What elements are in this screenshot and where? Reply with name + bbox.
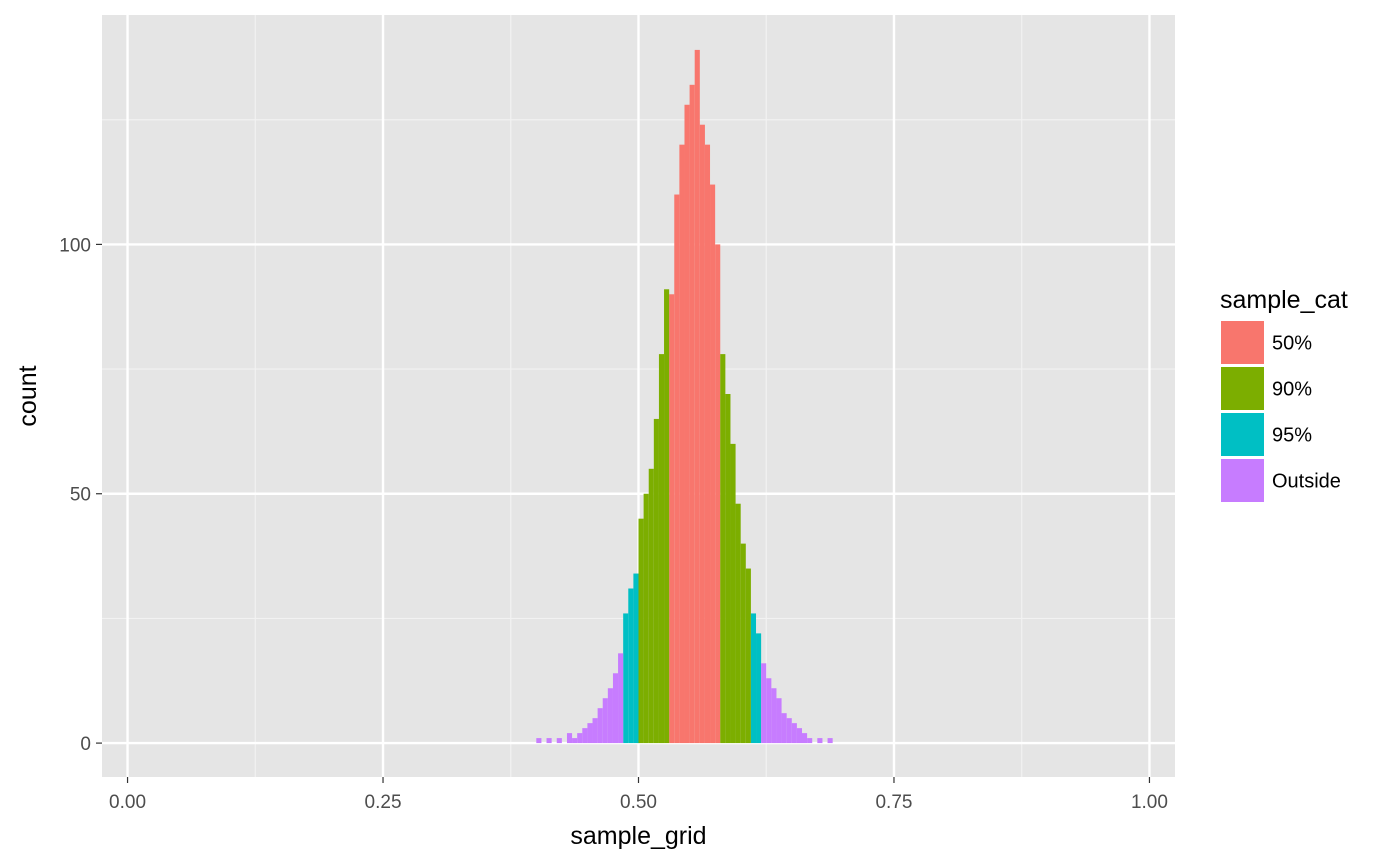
x-axis: 0.00 0.25 0.50 0.75 1.00 bbox=[109, 777, 1168, 813]
legend-label-50: 50% bbox=[1272, 333, 1312, 355]
histogram-bar-50 bbox=[694, 49, 700, 744]
histogram-bar-outside bbox=[536, 738, 542, 744]
histogram-bar-50 bbox=[715, 244, 721, 744]
histogram-bar-50 bbox=[669, 294, 675, 744]
x-axis-title: sample_grid bbox=[570, 822, 706, 850]
histogram-bar-outside bbox=[612, 673, 619, 744]
histogram-bar-outside bbox=[796, 728, 803, 744]
histogram-bar-90 bbox=[664, 289, 670, 744]
histogram-bar-outside bbox=[602, 698, 608, 744]
histogram-bar-90 bbox=[720, 354, 726, 744]
histogram-bar-90 bbox=[725, 394, 731, 744]
histogram-bar-outside bbox=[587, 723, 593, 744]
histogram-bar-90 bbox=[658, 354, 665, 744]
histogram-bar-outside bbox=[556, 738, 562, 744]
x-tick-label: 0.75 bbox=[875, 792, 912, 813]
x-tick-label: 0.25 bbox=[365, 792, 402, 813]
legend: sample_cat 50% 90% 95% Outside bbox=[1220, 286, 1348, 502]
histogram-bar-50 bbox=[689, 84, 695, 744]
legend-key-95 bbox=[1221, 413, 1264, 456]
y-axis-title: count bbox=[14, 365, 42, 426]
histogram-bar-outside bbox=[582, 728, 588, 744]
histogram-bar-95 bbox=[633, 573, 639, 744]
histogram-bar-95 bbox=[750, 613, 757, 744]
legend-title: sample_cat bbox=[1220, 286, 1348, 314]
histogram-bar-90 bbox=[740, 543, 746, 744]
histogram-bar-90 bbox=[648, 468, 654, 744]
histogram-bar-outside bbox=[786, 718, 792, 744]
legend-label-90: 90% bbox=[1272, 379, 1312, 401]
x-tick-label: 0.00 bbox=[109, 792, 146, 813]
y-tick-label: 100 bbox=[59, 235, 91, 256]
histogram-bar-outside bbox=[776, 698, 782, 744]
histogram-bar-outside bbox=[577, 733, 583, 744]
histogram-bar-outside bbox=[766, 678, 772, 744]
legend-key-90 bbox=[1221, 367, 1264, 410]
histogram-bar-outside bbox=[566, 733, 573, 744]
histogram-bar-50 bbox=[679, 144, 685, 744]
y-tick-label: 50 bbox=[70, 485, 91, 506]
histogram-bar-outside bbox=[802, 733, 808, 744]
histogram-bar-outside bbox=[817, 738, 823, 744]
histogram-bar-outside bbox=[572, 738, 578, 744]
histogram-bar-90 bbox=[745, 568, 751, 744]
histogram-bar-outside bbox=[597, 708, 603, 744]
histogram-bar-outside bbox=[781, 713, 787, 744]
histogram-bar-outside bbox=[791, 723, 797, 744]
histogram-bar-outside bbox=[592, 718, 598, 744]
histogram-bar-95 bbox=[756, 633, 762, 744]
histogram-bar-50 bbox=[699, 124, 705, 744]
legend-label-outside: Outside bbox=[1272, 471, 1341, 493]
histogram-bar-outside bbox=[807, 738, 813, 744]
histogram-bar-95 bbox=[628, 588, 634, 744]
histogram-bar-outside bbox=[607, 688, 613, 744]
y-tick-label: 0 bbox=[80, 734, 91, 755]
y-axis: 0 50 100 bbox=[59, 235, 102, 755]
histogram-bar-outside bbox=[771, 688, 777, 744]
histogram-bar-50 bbox=[684, 104, 690, 744]
histogram-bar-90 bbox=[638, 518, 644, 744]
legend-key-50 bbox=[1221, 321, 1264, 364]
legend-key-outside bbox=[1221, 459, 1264, 502]
histogram-bar-95 bbox=[623, 613, 629, 744]
x-tick-label: 1.00 bbox=[1131, 792, 1168, 813]
histogram-bar-90 bbox=[730, 443, 736, 744]
histogram-bar-90 bbox=[653, 418, 659, 744]
histogram-bar-50 bbox=[704, 144, 711, 744]
histogram-bar-outside bbox=[618, 653, 624, 744]
histogram-bar-90 bbox=[735, 503, 741, 744]
legend-label-95: 95% bbox=[1272, 425, 1312, 447]
histogram-bar-50 bbox=[710, 184, 716, 744]
histogram-bar-90 bbox=[643, 493, 649, 744]
histogram-bar-outside bbox=[827, 738, 833, 744]
histogram-bar-outside bbox=[546, 738, 552, 744]
histogram-bar-outside bbox=[761, 663, 767, 744]
x-tick-label: 0.50 bbox=[620, 792, 657, 813]
histogram-bar-50 bbox=[674, 194, 680, 744]
histogram-bars bbox=[536, 49, 833, 744]
